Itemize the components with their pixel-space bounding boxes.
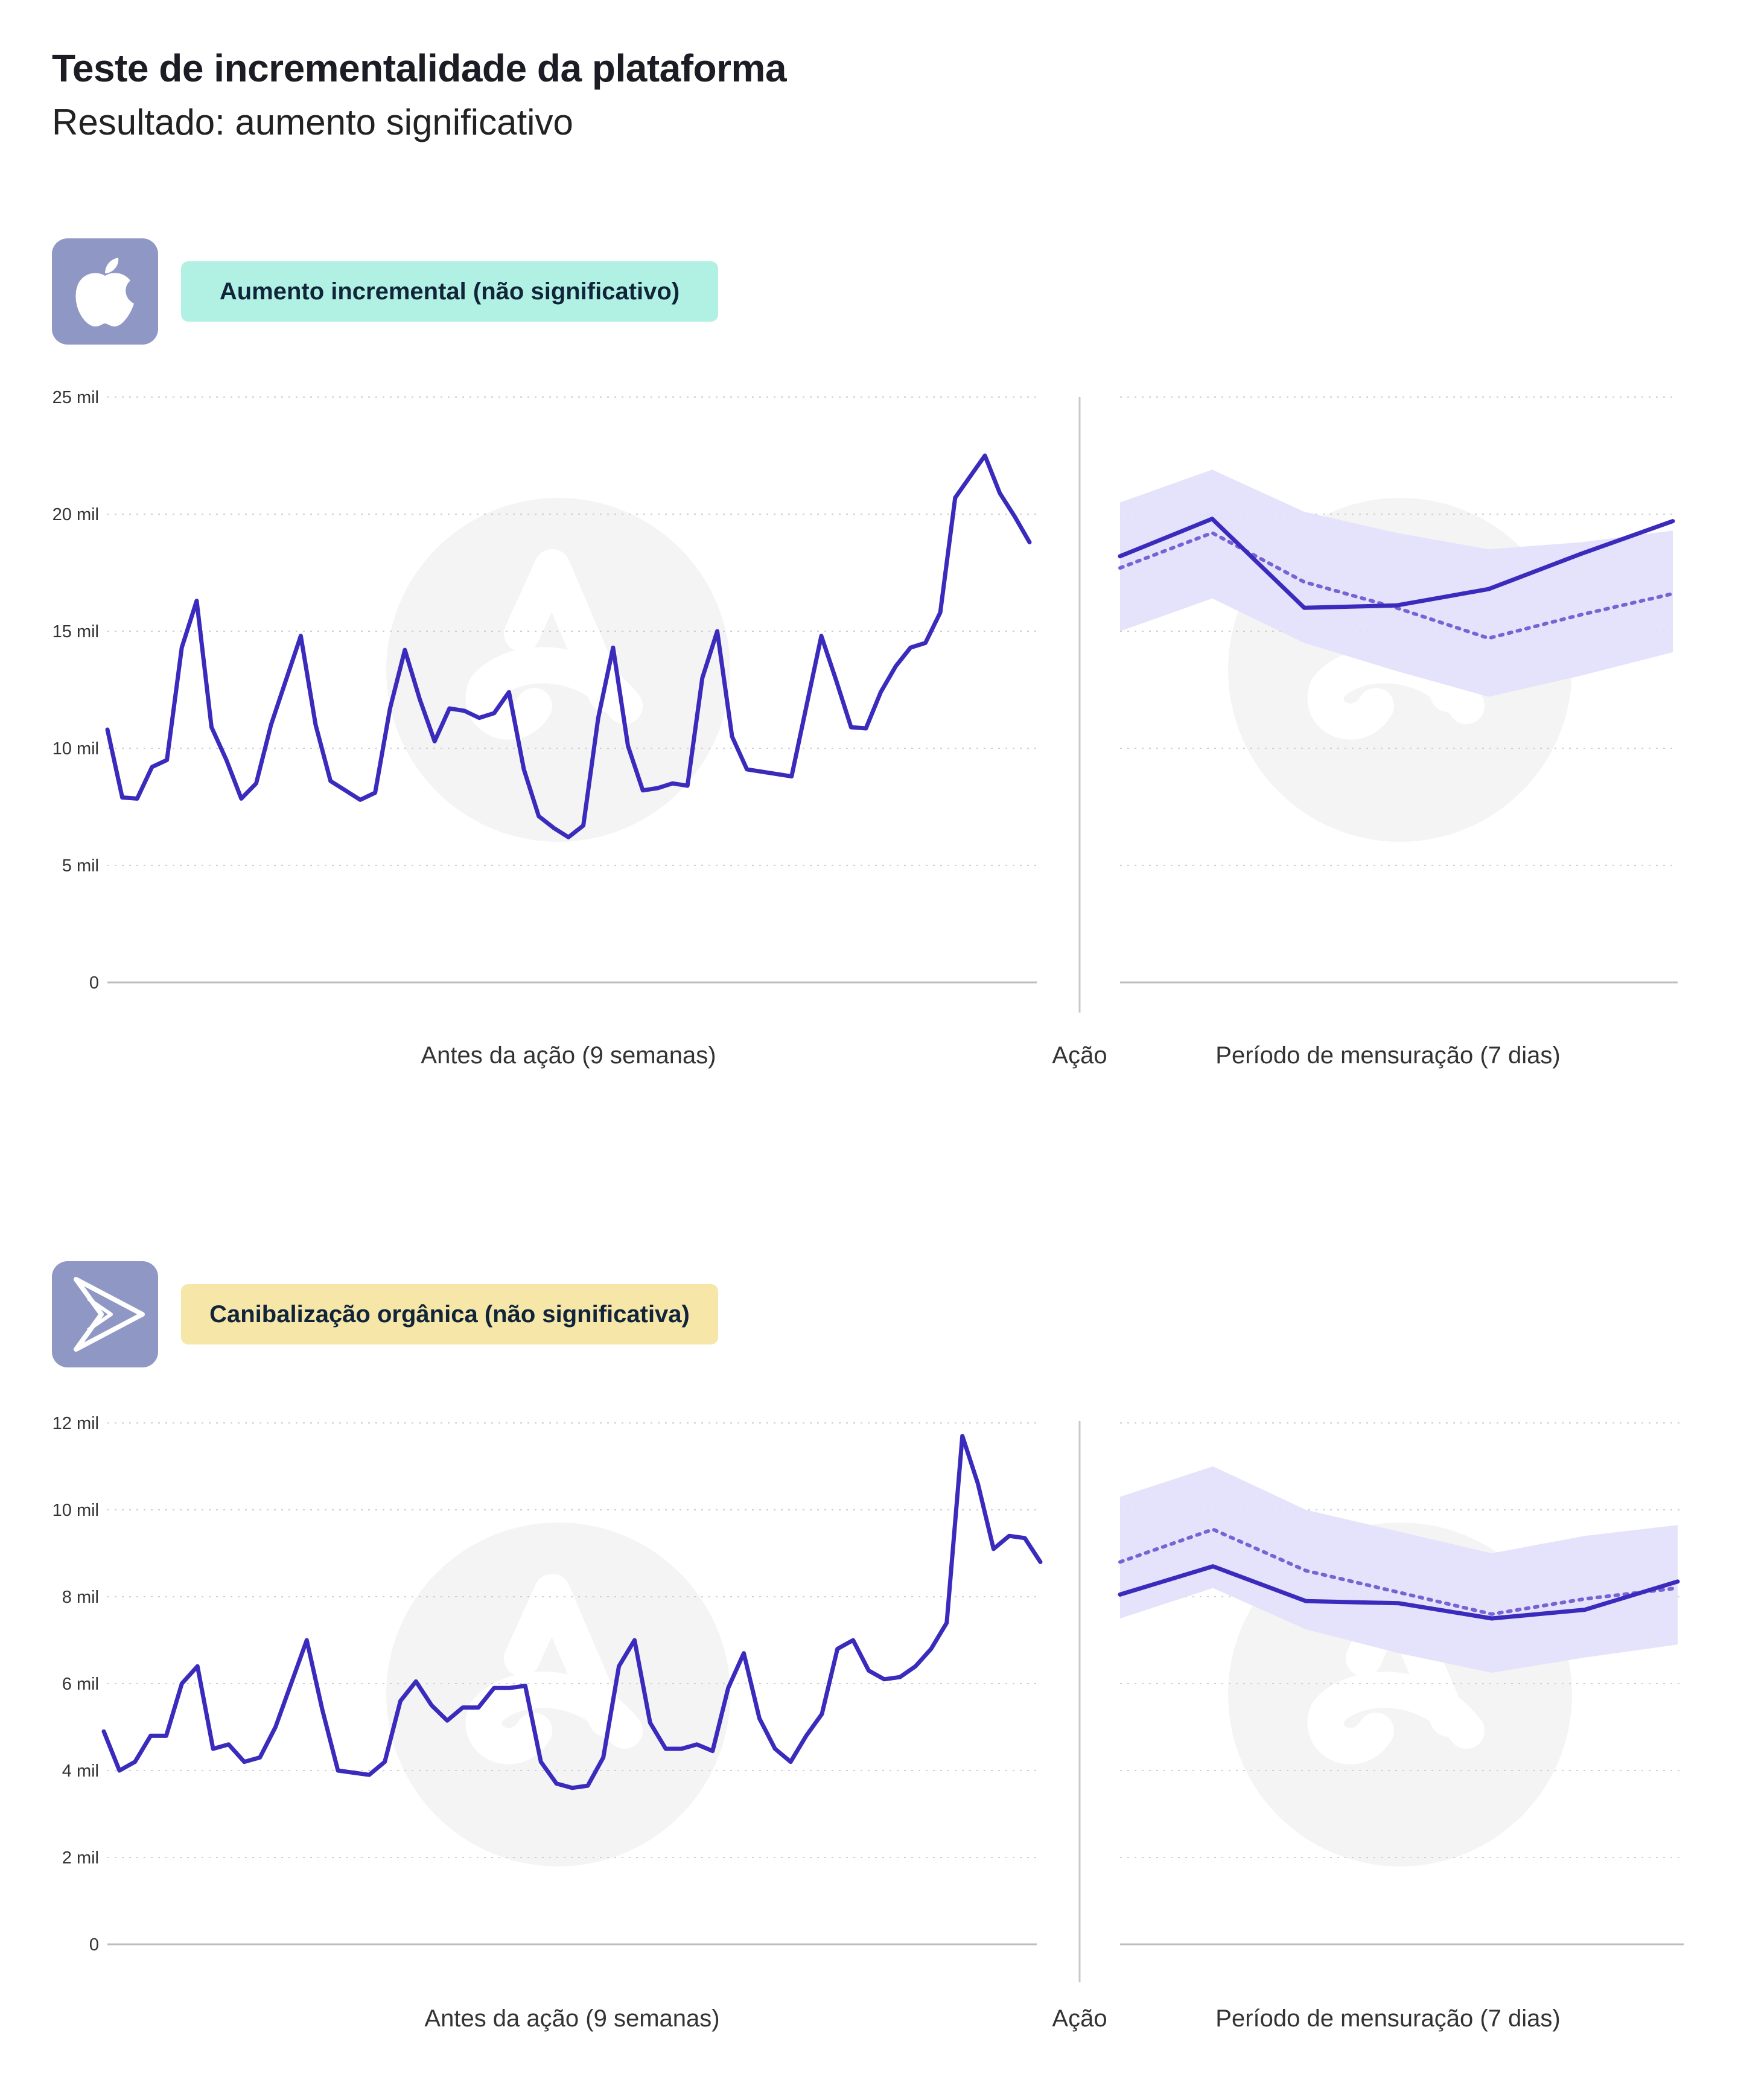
- android-xlabel-after: Período de mensuração (7 dias): [1215, 2005, 1560, 2032]
- ios-y-tick-label: 0: [89, 973, 99, 993]
- android-xlabel-before: Antes da ação (9 semanas): [424, 2005, 719, 2032]
- ios-icon-box: [52, 238, 158, 345]
- ios-chart: 0 5 mil 10 mil 15 mil 20 mil 25 mil Antes da a…: [53, 388, 1678, 1069]
- ios-y-tick-label: 20 mil: [53, 505, 99, 524]
- android-panel: Canibalização orgânica (não significativ…: [0, 0, 1738, 2032]
- android-watermark-left-logo-shape: [465, 1574, 643, 1764]
- ios-y-tick-label: 25 mil: [53, 388, 99, 407]
- ios-y-tick-label: 15 mil: [53, 622, 99, 641]
- ios-confidence-band: [1120, 469, 1673, 697]
- ios-y-tick-label: 10 mil: [53, 739, 99, 759]
- android-y-tick-label: 12 mil: [53, 1414, 99, 1433]
- android-y-tick-label: 6 mil: [62, 1675, 99, 1694]
- android-y-tick-label: 4 mil: [62, 1761, 99, 1781]
- ios-result-badge: Aumento incremental (não significativo): [181, 261, 718, 322]
- ios-xlabel-after: Período de mensuração (7 dias): [1215, 1042, 1560, 1069]
- page-subtitle: Resultado: aumento significativo: [52, 102, 573, 142]
- play-store-icon: [74, 1277, 145, 1352]
- android-y-tick-label: 2 mil: [62, 1848, 99, 1868]
- android-xlabel-action: Ação: [1052, 2005, 1107, 2032]
- android-y-tick-label: 0: [89, 1935, 99, 1955]
- ios-xlabel-action: Ação: [1052, 1042, 1107, 1069]
- android-y-tick-label: 10 mil: [53, 1501, 99, 1520]
- ios-series-before-line: [105, 453, 1032, 839]
- android-actual-line: [1118, 1564, 1680, 1621]
- android-result-badge: Canibalização orgânica (não significativ…: [181, 1284, 718, 1344]
- apple-icon: [75, 258, 134, 326]
- page-title: Teste de incrementalidade da plataforma: [52, 46, 787, 90]
- android-icon-box: [52, 1261, 158, 1367]
- ios-actual-line: [1118, 517, 1675, 610]
- android-watermark-left-logo-icon: [465, 1574, 643, 1764]
- ios-panel: Aumento incremental (não significativo) …: [0, 0, 1738, 1069]
- android-predicted-line: [1118, 1527, 1679, 1616]
- ios-predicted-line: [1118, 530, 1675, 640]
- android-y-tick-label: 8 mil: [62, 1588, 99, 1607]
- android-series-before-line: [101, 1434, 1043, 1790]
- ios-y-tick-label: 5 mil: [62, 856, 99, 876]
- android-confidence-band: [1120, 1466, 1678, 1673]
- ios-xlabel-before: Antes da ação (9 semanas): [421, 1042, 716, 1069]
